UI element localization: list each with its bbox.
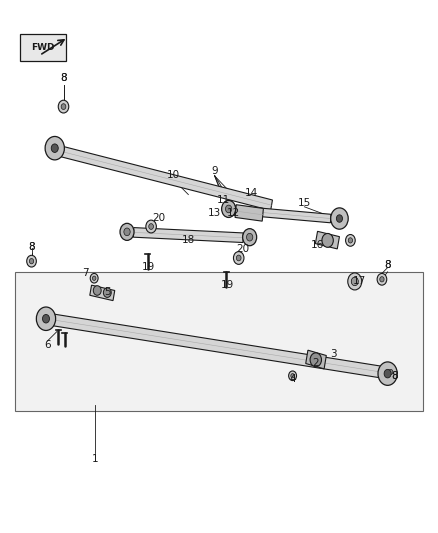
Text: 19: 19 xyxy=(142,262,155,271)
Circle shape xyxy=(331,208,348,229)
Circle shape xyxy=(291,374,294,378)
Text: 8: 8 xyxy=(60,74,67,83)
Circle shape xyxy=(377,273,387,285)
Text: 8: 8 xyxy=(384,261,391,270)
Circle shape xyxy=(348,273,362,290)
Text: 8: 8 xyxy=(391,372,398,381)
Circle shape xyxy=(384,369,391,378)
Text: 1: 1 xyxy=(92,455,99,464)
Circle shape xyxy=(29,259,34,264)
Circle shape xyxy=(386,366,396,378)
Circle shape xyxy=(27,255,36,267)
Circle shape xyxy=(51,144,58,152)
Text: FWD: FWD xyxy=(31,43,54,52)
Text: 19: 19 xyxy=(221,280,234,290)
Text: 17: 17 xyxy=(353,277,366,286)
Polygon shape xyxy=(306,350,326,369)
Polygon shape xyxy=(315,231,339,249)
Circle shape xyxy=(289,371,297,381)
Text: 4: 4 xyxy=(289,374,296,384)
Text: 7: 7 xyxy=(82,269,89,278)
Text: 18: 18 xyxy=(182,235,195,245)
Circle shape xyxy=(237,255,241,261)
Circle shape xyxy=(336,215,343,222)
Text: 8: 8 xyxy=(28,242,35,252)
Circle shape xyxy=(378,362,397,385)
Text: 20: 20 xyxy=(152,213,166,223)
Polygon shape xyxy=(15,272,423,411)
Circle shape xyxy=(92,276,96,280)
Circle shape xyxy=(322,233,333,247)
Text: 10: 10 xyxy=(166,170,180,180)
Circle shape xyxy=(93,286,101,295)
Text: 6: 6 xyxy=(44,340,51,350)
Circle shape xyxy=(45,136,64,160)
Text: 5: 5 xyxy=(104,287,111,296)
Text: 2: 2 xyxy=(312,358,319,368)
Polygon shape xyxy=(52,314,381,378)
Text: 8: 8 xyxy=(60,74,67,83)
Circle shape xyxy=(61,104,66,109)
Circle shape xyxy=(222,200,236,217)
Circle shape xyxy=(149,224,153,229)
Circle shape xyxy=(36,307,56,330)
Polygon shape xyxy=(227,205,331,223)
Text: 14: 14 xyxy=(245,188,258,198)
Circle shape xyxy=(389,369,393,375)
Circle shape xyxy=(380,277,384,282)
Text: 8: 8 xyxy=(28,242,35,252)
Circle shape xyxy=(124,228,130,236)
Polygon shape xyxy=(90,285,115,301)
Polygon shape xyxy=(56,145,272,211)
Circle shape xyxy=(351,277,358,286)
Circle shape xyxy=(42,314,49,323)
Circle shape xyxy=(146,220,156,233)
Text: 20: 20 xyxy=(237,245,250,254)
Circle shape xyxy=(247,233,253,241)
Text: 11: 11 xyxy=(217,196,230,205)
Text: 16: 16 xyxy=(311,240,324,250)
Circle shape xyxy=(310,353,321,367)
Circle shape xyxy=(58,100,69,113)
Circle shape xyxy=(103,288,111,297)
Circle shape xyxy=(352,278,358,285)
Text: 15: 15 xyxy=(298,198,311,207)
Circle shape xyxy=(120,223,134,240)
Circle shape xyxy=(226,205,232,213)
Circle shape xyxy=(233,252,244,264)
Text: 13: 13 xyxy=(208,208,221,218)
Polygon shape xyxy=(235,205,263,221)
Text: 8: 8 xyxy=(384,261,391,270)
Polygon shape xyxy=(134,228,243,243)
Text: 9: 9 xyxy=(211,166,218,175)
Text: 12: 12 xyxy=(226,208,240,218)
Circle shape xyxy=(243,229,257,246)
Circle shape xyxy=(348,238,353,243)
FancyBboxPatch shape xyxy=(20,34,66,61)
Text: 3: 3 xyxy=(330,349,337,359)
Circle shape xyxy=(90,273,98,283)
Circle shape xyxy=(346,235,355,246)
Text: 8: 8 xyxy=(391,372,398,381)
